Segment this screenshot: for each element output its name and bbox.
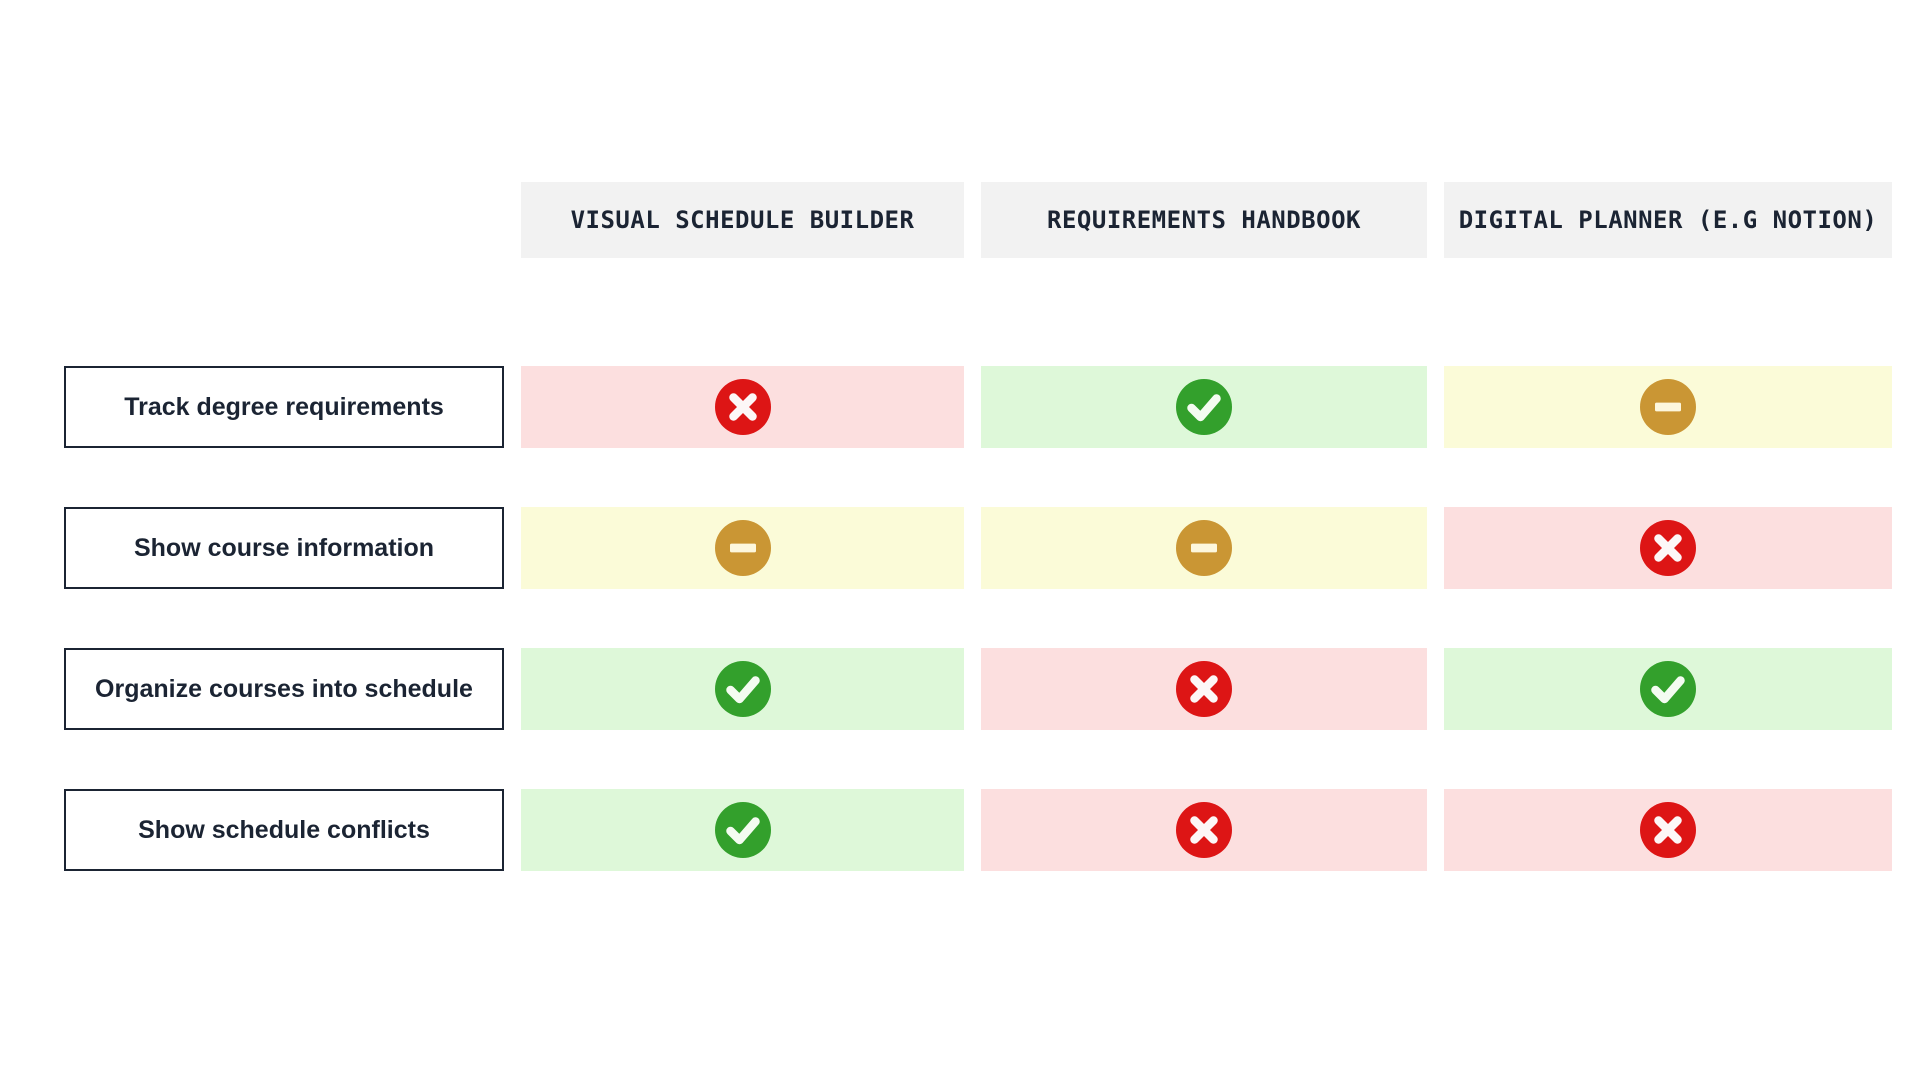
check-circle-icon bbox=[714, 661, 771, 717]
table-row: Show schedule conflicts bbox=[64, 789, 1892, 871]
column-header: REQUIREMENTS HANDBOOK bbox=[981, 182, 1427, 258]
x-circle-icon bbox=[714, 379, 771, 435]
row-label-box: Show schedule conflicts bbox=[64, 789, 504, 871]
row-label: Organize courses into schedule bbox=[95, 674, 473, 703]
row-label: Show course information bbox=[133, 533, 435, 562]
status-cell-no bbox=[981, 789, 1427, 871]
status-cell-partial bbox=[521, 507, 964, 589]
column-header-label: REQUIREMENTS HANDBOOK bbox=[1047, 206, 1361, 234]
x-circle-icon bbox=[1176, 661, 1232, 717]
minus-circle-icon bbox=[1176, 520, 1232, 576]
status-cell-no bbox=[1444, 789, 1892, 871]
column-headers: VISUAL SCHEDULE BUILDER REQUIREMENTS HAN… bbox=[521, 182, 1892, 258]
x-circle-icon bbox=[1640, 520, 1696, 576]
column-header: DIGITAL PLANNER (E.G NOTION) bbox=[1444, 182, 1892, 258]
status-cell-yes bbox=[981, 366, 1427, 448]
status-cell-yes bbox=[521, 648, 964, 730]
minus-circle-icon bbox=[1640, 379, 1696, 435]
column-header-label: DIGITAL PLANNER (E.G NOTION) bbox=[1458, 206, 1878, 234]
row-label-box: Track degree requirements bbox=[64, 366, 504, 448]
status-cell-partial bbox=[1444, 366, 1892, 448]
status-cell-no bbox=[1444, 507, 1892, 589]
table-row: Show course information bbox=[64, 507, 1892, 589]
check-circle-icon bbox=[1640, 661, 1696, 717]
column-header-label: VISUAL SCHEDULE BUILDER bbox=[570, 206, 915, 234]
check-circle-icon bbox=[714, 802, 771, 858]
x-circle-icon bbox=[1176, 802, 1232, 858]
table-row: Organize courses into schedule bbox=[64, 648, 1892, 730]
row-label: Show schedule conflicts bbox=[138, 815, 430, 844]
status-cell-no bbox=[981, 648, 1427, 730]
status-cell-no bbox=[521, 366, 964, 448]
x-circle-icon bbox=[1640, 802, 1696, 858]
status-cell-yes bbox=[521, 789, 964, 871]
minus-circle-icon bbox=[714, 520, 771, 576]
row-label-box: Show course information bbox=[64, 507, 504, 589]
matrix-body: Track degree requirements Show course in… bbox=[64, 366, 1892, 930]
row-label-box: Organize courses into schedule bbox=[64, 648, 504, 730]
status-cell-yes bbox=[1444, 648, 1892, 730]
row-label: Track degree requirements bbox=[124, 392, 444, 421]
column-header: VISUAL SCHEDULE BUILDER bbox=[521, 182, 964, 258]
table-row: Track degree requirements bbox=[64, 366, 1892, 448]
check-circle-icon bbox=[1176, 379, 1232, 435]
status-cell-partial bbox=[981, 507, 1427, 589]
